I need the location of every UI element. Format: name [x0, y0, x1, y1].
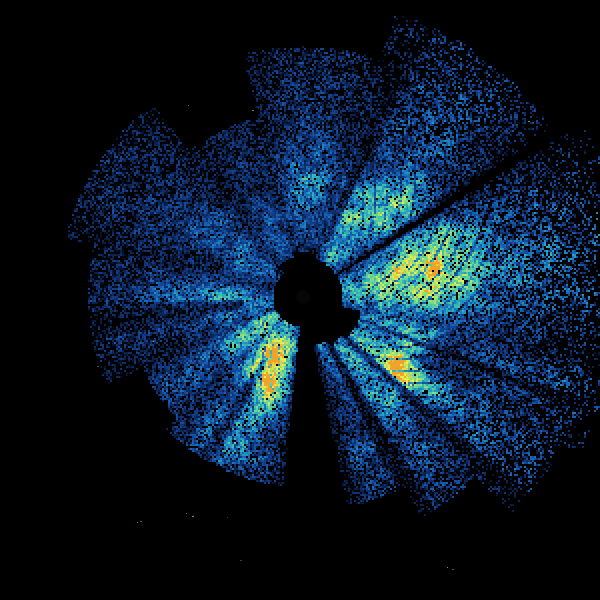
- radar-ppi-figure: [0, 0, 600, 600]
- radar-ppi-canvas: [0, 0, 600, 600]
